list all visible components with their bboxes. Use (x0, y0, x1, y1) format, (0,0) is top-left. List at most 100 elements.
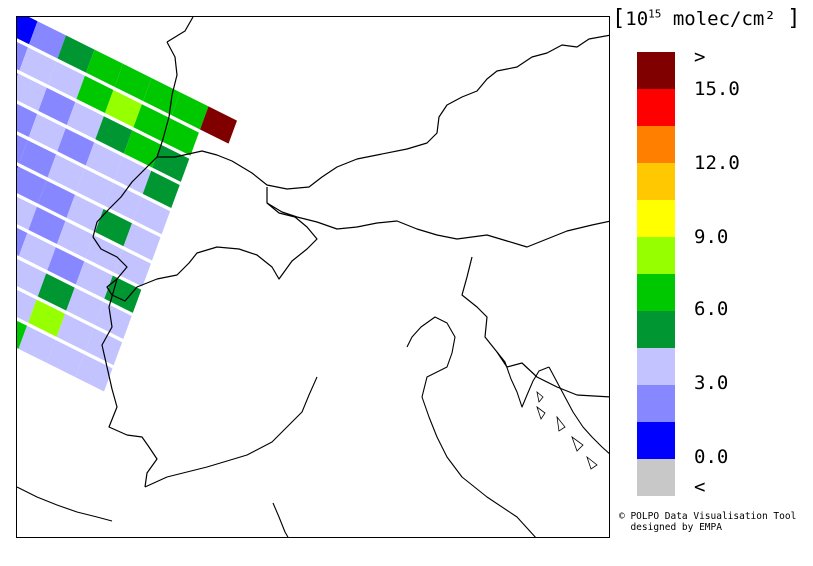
credit-text: © POLPO Data Visualisation Tool designed… (619, 511, 796, 533)
legend-swatch-6 (637, 274, 675, 311)
legend-swatch-1 (637, 89, 675, 126)
swath-pixel (37, 273, 75, 311)
swath-pixel (17, 165, 18, 170)
swath-pixel (47, 154, 85, 192)
country-borders (92, 17, 609, 488)
legend-unit-prefix: 10 (625, 8, 649, 30)
swath-pixel (47, 340, 84, 378)
border-rhine-swiss-north (157, 34, 609, 190)
map-canvas (17, 17, 609, 537)
swath-pixel (57, 128, 95, 166)
legend-label-12: 12.0 (694, 152, 740, 174)
legend-swatch-3 (637, 163, 675, 200)
swath-pixel (18, 325, 56, 364)
swath-pixel (133, 104, 171, 142)
credit-line-1: © POLPO Data Visualisation Tool (619, 511, 797, 522)
swath-pixel (104, 90, 142, 128)
swath-pixel (123, 223, 161, 261)
legend-unit-suffix: molec/cm² (661, 8, 776, 30)
swath-pixel (114, 63, 152, 102)
legend-swatch-10 (637, 422, 675, 459)
credit-line-2: designed by EMPA (619, 522, 722, 533)
swath-pixel (113, 249, 151, 287)
border-austria-italy (266, 202, 609, 248)
border-slovenia-croatia (506, 362, 609, 398)
swath-pixel (17, 41, 28, 71)
border-italy-slovenia (461, 256, 508, 368)
legend-swatch-5 (637, 237, 675, 274)
coastlines (17, 316, 609, 537)
swath-pixel (142, 170, 180, 209)
swath-pixel (17, 196, 37, 230)
legend-label-9: 9.0 (694, 226, 729, 248)
swath-pixel (66, 102, 104, 140)
swath-pixel (38, 87, 76, 126)
color-legend (637, 52, 675, 496)
swath-pixel (47, 247, 85, 285)
legend-swatch-7 (637, 311, 675, 348)
legend-swatch-11 (637, 459, 675, 496)
swath-pixel (66, 287, 104, 325)
legend-label-3: 3.0 (694, 372, 729, 394)
coast-dalmatia (548, 366, 609, 454)
swath-pixel (85, 328, 123, 366)
swath-pixel (17, 166, 47, 204)
swath-pixel (17, 259, 47, 297)
swath-pixel (76, 168, 114, 206)
swath-pixel (17, 227, 28, 257)
swath-pixel (28, 299, 66, 337)
swath-pixel (133, 197, 171, 235)
coast-ligurian (144, 376, 318, 488)
swath-pixel (95, 116, 133, 154)
swath-pixel (28, 206, 66, 245)
swath-pixel (95, 209, 132, 247)
swath-pixel (17, 103, 38, 138)
legend-swatch-9 (637, 385, 675, 422)
swath-pixel (85, 142, 123, 180)
swath-pixel (123, 130, 161, 168)
swath-pixel (17, 72, 19, 78)
legend-unit-label: [1015 molec/cm² ] (612, 6, 800, 31)
swath-pixel (17, 289, 37, 323)
legend-label-6: 6.0 (694, 298, 729, 320)
swath-pixel (29, 21, 66, 59)
swath-pixel (17, 134, 28, 164)
legend-label-15: 15.0 (694, 78, 740, 100)
swath-pixel (114, 156, 152, 194)
legend-label-below: < (694, 476, 706, 498)
coast-adriatic-west (406, 316, 536, 537)
swath-pixel (152, 144, 190, 182)
swath-pixel (17, 320, 27, 349)
swath-pixel (57, 35, 95, 73)
swath-pixel (76, 75, 114, 114)
swath-pixel (104, 182, 142, 221)
swath-pixel (17, 258, 18, 262)
islands (536, 390, 598, 470)
swath-pixel (86, 49, 123, 87)
swath-pixel (94, 301, 132, 340)
satellite-swath (17, 17, 237, 392)
swath-pixel (38, 180, 75, 218)
swath-pixel (17, 17, 38, 45)
border-france-italy (101, 278, 158, 488)
swath-pixel (56, 221, 94, 259)
swath-pixel (19, 47, 57, 85)
coast-corsica (272, 502, 289, 537)
coast-south-left (17, 486, 113, 522)
swath-pixel (171, 92, 209, 130)
border-swiss-south (92, 156, 318, 302)
swath-pixel (200, 106, 237, 144)
swath-pixel (104, 275, 142, 313)
legend-swatch-2 (637, 126, 675, 163)
legend-unit-exponent: 15 (648, 7, 662, 21)
map-panel (16, 16, 610, 538)
swath-pixel (75, 261, 113, 299)
legend-bracket-open: [ (612, 6, 626, 31)
legend-swatch-4 (637, 200, 675, 237)
legend-bracket-close: ] (787, 6, 801, 31)
swath-pixel (56, 313, 94, 352)
legend-swatch-0 (637, 52, 675, 89)
swath-pixel (17, 73, 47, 111)
coast-istria (496, 351, 550, 408)
swath-pixel (66, 194, 104, 233)
